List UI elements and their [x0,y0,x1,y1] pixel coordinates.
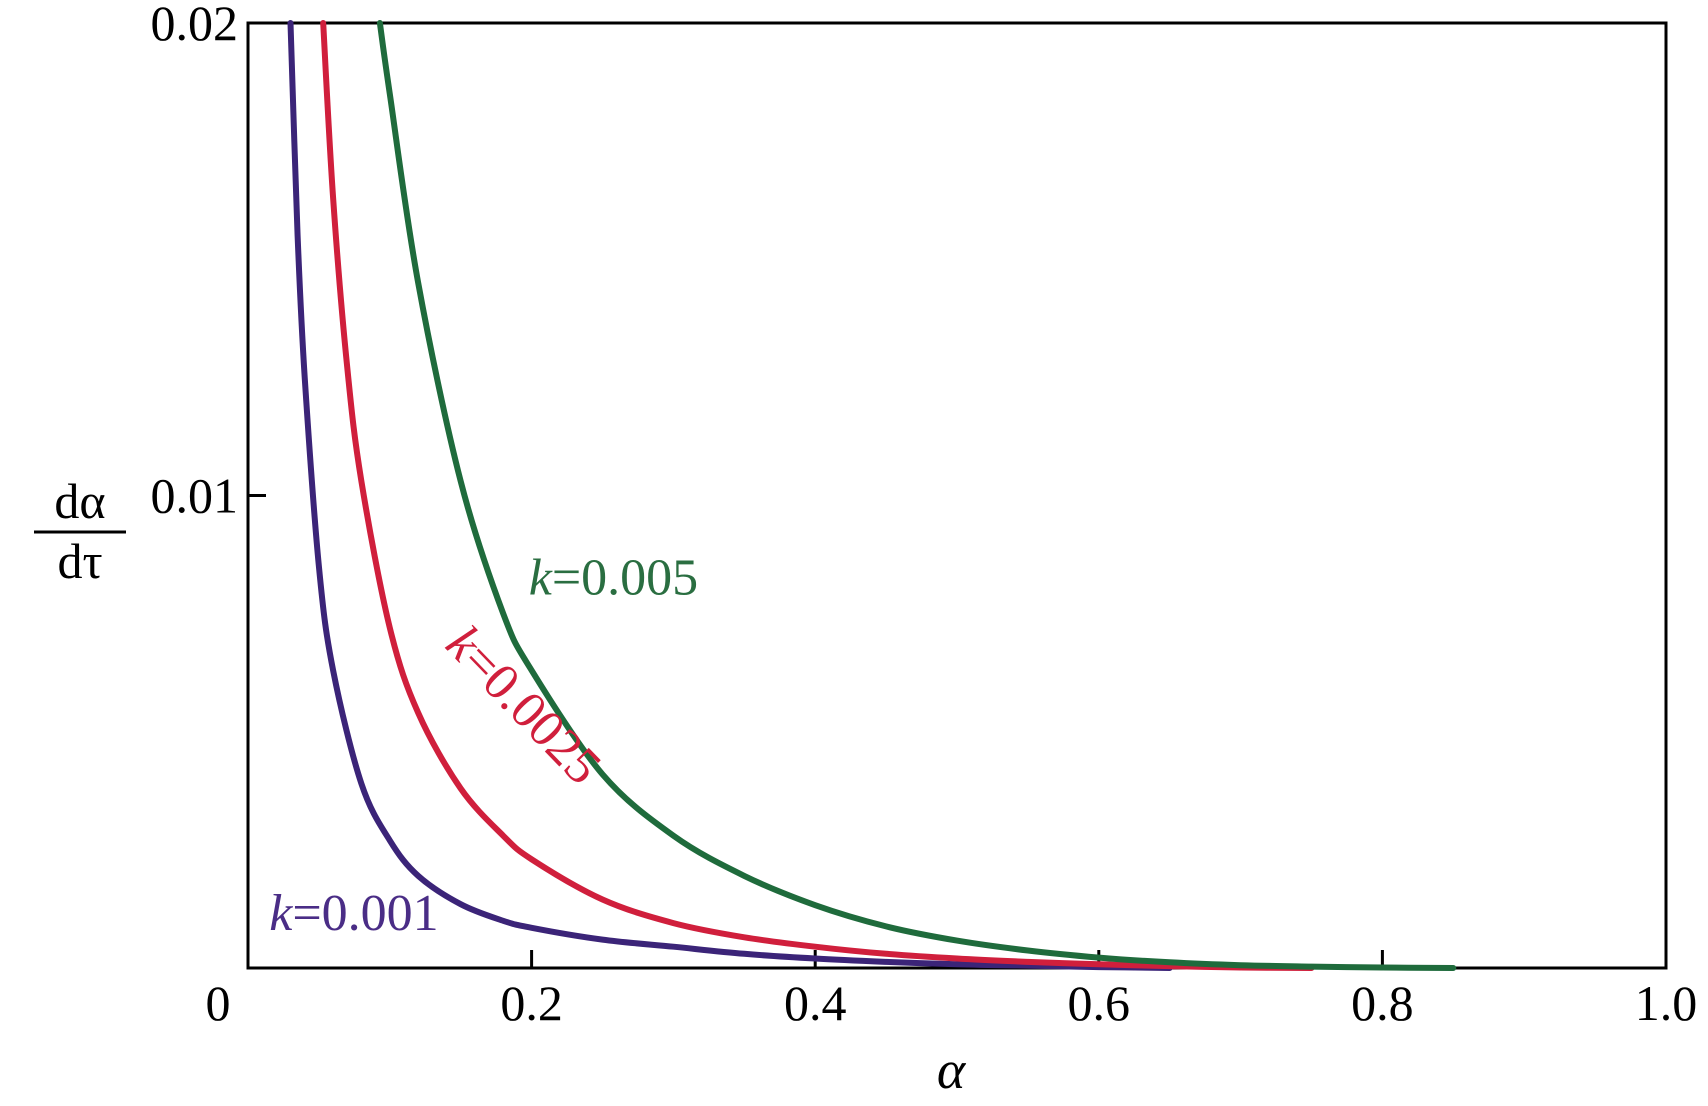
x-axis-ticks: 0 0.2 0.4 0.6 0.8 1.0 [206,950,1698,1031]
x-axis-title: α [937,1040,967,1100]
annotation-layer: k=0.005 k=0.0025 k=0.001 [269,550,698,942]
y-axis-title-denominator: dτ [57,533,102,589]
series-line [287,20,1173,971]
x-tick-label: 0.6 [1068,975,1131,1031]
x-tick-label: 0.4 [784,975,847,1031]
plot-frame [246,21,1668,970]
x-tick-label: 1.0 [1635,975,1698,1031]
y-axis-title: dα dτ [34,473,126,589]
series-line [320,20,1315,971]
x-tick-label: 0.2 [500,975,563,1031]
curve-label: k=0.001 [269,885,438,942]
y-axis-ticks: 0.01 0.02 [151,0,266,524]
x-tick-label: 0 [206,975,231,1031]
curve-label: k=0.005 [529,550,698,607]
y-axis-title-numerator: dα [54,473,105,529]
curve-label: k=0.0025 [435,615,612,795]
series-line [376,20,1457,971]
y-tick-label: 0.01 [151,468,239,524]
y-tick-label: 0.02 [151,0,239,51]
x-tick-label: 0.8 [1351,975,1414,1031]
series-layer [287,20,1457,971]
